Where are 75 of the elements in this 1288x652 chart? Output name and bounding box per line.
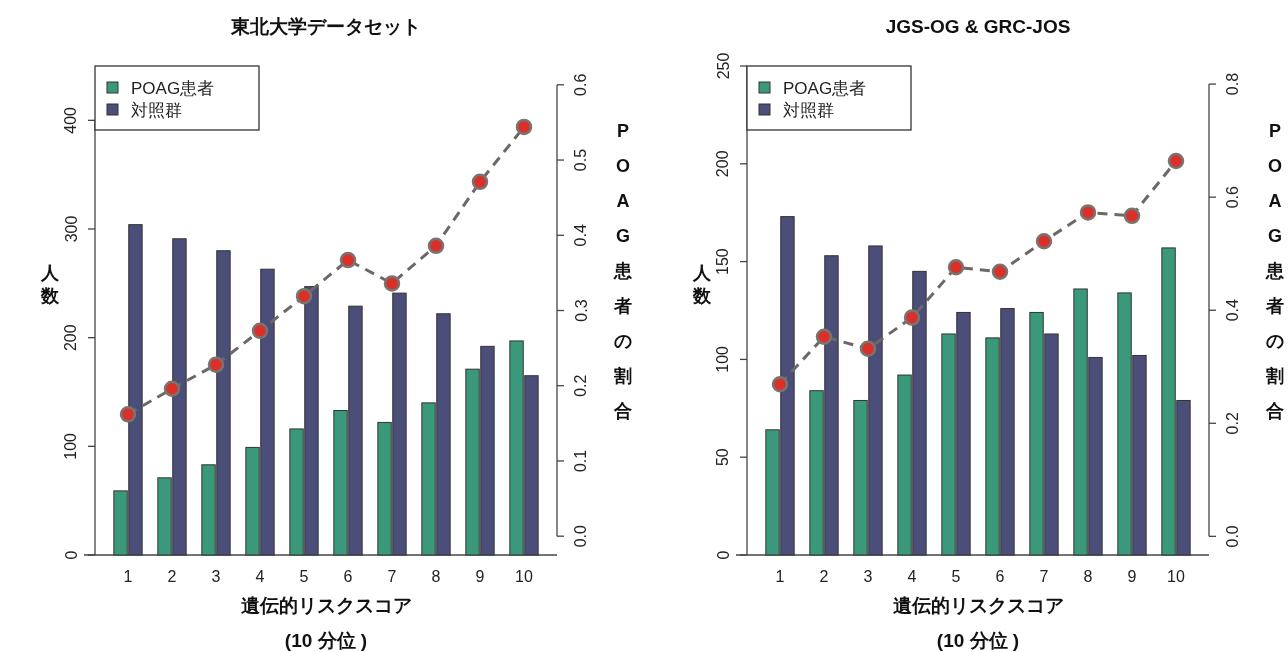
y2-tick-label: 0.8: [1224, 72, 1242, 96]
y2-tick-label: 0.3: [572, 299, 590, 322]
x-axis-title: 遺伝的リスクスコア (10 分位 ): [892, 595, 1064, 651]
y2-tick-label: 0.1: [572, 449, 590, 473]
point: [515, 118, 533, 136]
y2-tick-label: 0.4: [1224, 299, 1242, 322]
point: [207, 356, 225, 373]
y-tick-label: 200: [714, 150, 732, 178]
point: [859, 340, 877, 357]
point: [771, 376, 789, 393]
x-tick-label: 6: [343, 568, 353, 585]
x-tick-label: 9: [475, 568, 485, 585]
point: [991, 263, 1009, 281]
y-tick-label: 200: [62, 324, 80, 352]
point: [119, 406, 137, 423]
y2-tick-label: 0.6: [1224, 185, 1242, 209]
x-tick-label: 10: [1167, 568, 1185, 585]
x-tick-label: 3: [211, 568, 221, 585]
x-tick-label: 7: [1039, 568, 1049, 585]
x-tick-label: 10: [515, 568, 533, 585]
y-axis-title: 人数: [40, 262, 60, 306]
y-tick-label: 400: [62, 106, 80, 134]
x-tick-label: 7: [387, 568, 397, 585]
y2-tick-label: 0.5: [572, 148, 590, 172]
legend-label: 対照群: [783, 101, 834, 120]
x-tick-label: 1: [775, 568, 785, 585]
x-tick-label: 4: [255, 568, 265, 585]
x-tick-label: 2: [819, 568, 829, 585]
x-tick-label: 8: [1083, 568, 1093, 585]
y-tick-label: 100: [714, 345, 732, 373]
point: [1035, 233, 1053, 250]
point: [1079, 204, 1097, 221]
point: [471, 173, 489, 191]
point: [1167, 152, 1185, 170]
x-tick-label: 3: [863, 568, 873, 585]
point: [815, 328, 833, 346]
y2-tick-label: 0.6: [572, 73, 590, 96]
x-tick-label: 2: [167, 568, 177, 585]
y-axis-title: 人数: [692, 262, 712, 306]
point: [903, 309, 921, 326]
point: [947, 259, 965, 276]
point: [383, 275, 401, 292]
y2-tick-label: 0.0: [1224, 525, 1242, 548]
x-tick-label: 4: [907, 568, 917, 585]
legend-label: 対照群: [131, 101, 182, 120]
y2-tick-label: 0.2: [572, 374, 590, 397]
y-tick-label: 100: [62, 432, 80, 460]
y2-tick-label: 0.4: [572, 224, 590, 247]
chart-title: JGS-OG & GRC-JOS: [885, 16, 1071, 37]
x-tick-label: 5: [951, 568, 961, 585]
point: [295, 287, 313, 305]
x-tick-label: 5: [299, 568, 309, 585]
text: POAG患者の割合: [614, 121, 632, 421]
y2-tick-label: 0.2: [1224, 412, 1242, 435]
point: [339, 251, 357, 269]
x-tick-label: 9: [1127, 568, 1137, 585]
y2-tick-label: 0.0: [572, 524, 590, 548]
chart-title: 東北大学データセット: [230, 16, 421, 37]
point: [163, 380, 181, 397]
legend-label: POAG患者: [783, 79, 867, 98]
x-axis-title: 遺伝的リスクスコア (10 分位 ): [240, 595, 412, 651]
y-tick-label: 300: [62, 215, 80, 243]
y-tick-label: 0: [62, 550, 80, 560]
x-tick-label: 8: [431, 568, 441, 585]
text: POAG患者の割合: [1266, 121, 1284, 421]
point: [251, 322, 269, 340]
point: [427, 237, 445, 255]
y-tick-label: 150: [714, 248, 732, 275]
y-tick-label: 50: [714, 448, 732, 467]
x-tick-label: 6: [995, 568, 1005, 585]
point: [1123, 207, 1141, 225]
legend-label: POAG患者: [131, 79, 215, 98]
y-tick-label: 0: [714, 550, 732, 560]
x-tick-label: 1: [123, 568, 133, 585]
y-tick-label: 250: [714, 52, 732, 80]
